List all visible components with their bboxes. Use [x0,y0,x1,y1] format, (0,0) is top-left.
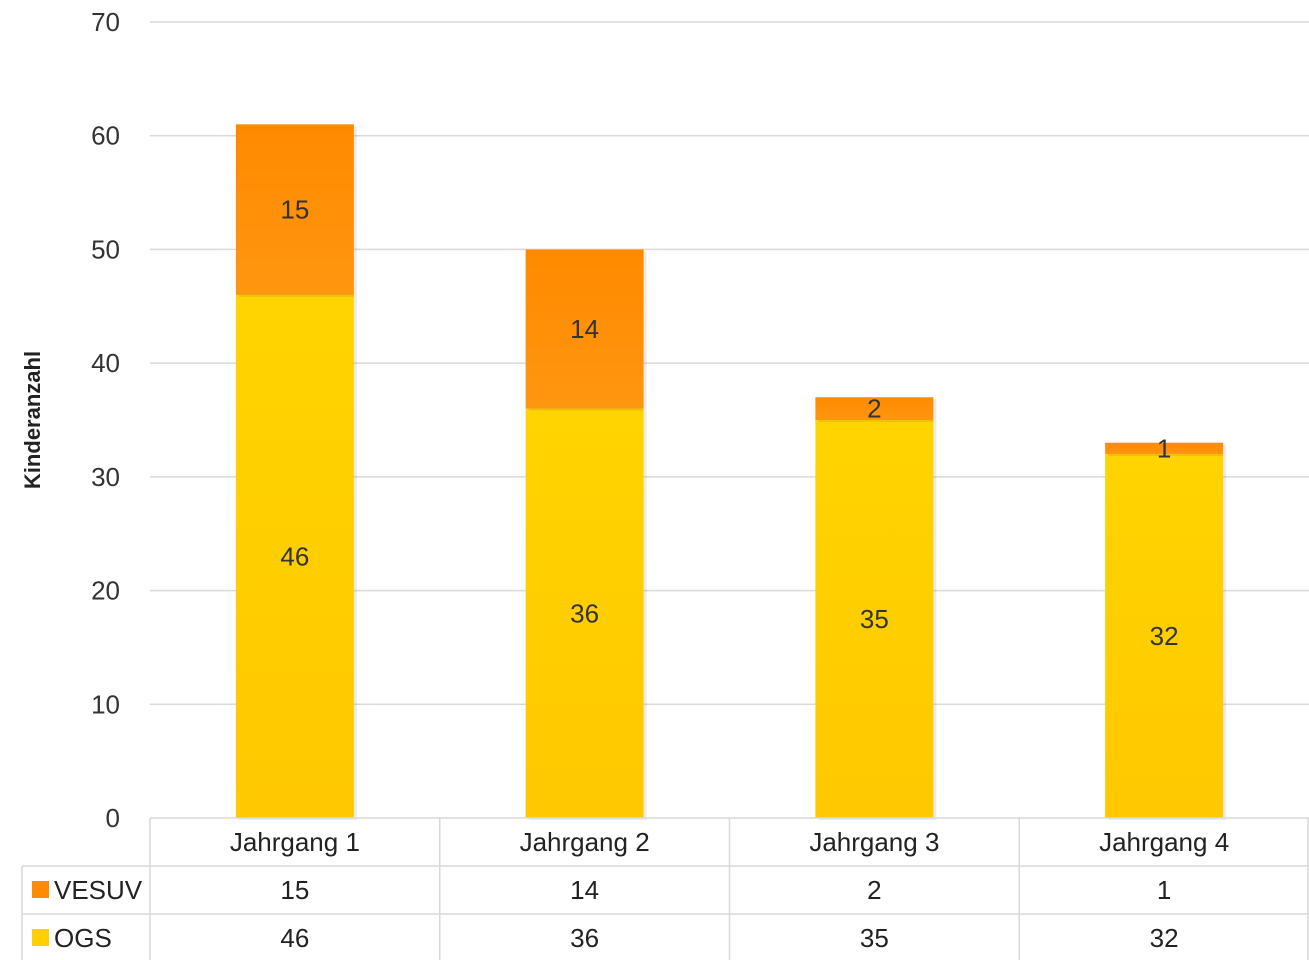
y-tick-label: 40 [91,348,120,378]
table-cell: 2 [867,875,881,905]
data-label-vesuv: 15 [280,195,309,225]
table-cell: 14 [570,875,599,905]
legend-swatch-ogs [32,929,49,946]
y-tick-label: 10 [91,689,120,719]
table-cell: 35 [860,923,889,953]
bar-segment-vesuv [815,397,934,420]
y-axis-label: Kinderanzahl [20,351,45,489]
data-table: Jahrgang 1 Jahrgang 2 Jahrgang 3 Jahrgang 4… [21,817,1309,960]
y-tick-label: 0 [106,803,120,833]
x-category-label: Jahrgang 4 [1099,827,1229,857]
table-cell: 15 [280,875,309,905]
bar-segment-ogs [815,420,934,818]
y-tick-label: 20 [91,576,120,606]
bar-segment-vesuv [1105,442,1224,455]
bar-segment-vesuv [235,124,354,295]
table-cell: 36 [570,923,599,953]
bar-segment-ogs [525,408,644,818]
y-tick-label: 30 [91,462,120,492]
data-label-ogs: 35 [860,604,889,634]
data-label-ogs: 32 [1150,621,1179,651]
x-category-label: Jahrgang 3 [809,827,939,857]
y-tick-label: 70 [91,7,120,37]
table-cell: 32 [1150,923,1179,953]
bars [235,124,1227,820]
data-label-vesuv: 2 [867,394,881,424]
bar-segment-ogs [1105,454,1224,818]
legend-swatch-vesuv [32,881,49,898]
data-label-vesuv: 1 [1157,433,1171,463]
legend-label-ogs: OGS [54,923,112,953]
y-axis-ticks: 0 10 20 30 40 50 60 70 [91,7,120,833]
x-category-label: Jahrgang 1 [230,827,360,857]
bar-segment-ogs [235,294,354,818]
y-tick-label: 60 [91,121,120,151]
data-label-ogs: 36 [570,598,599,628]
x-category-label: Jahrgang 2 [520,827,650,857]
data-label-ogs: 46 [280,541,309,571]
data-labels: 46 15 36 14 35 2 32 1 [280,195,1178,651]
data-label-vesuv: 14 [570,314,599,344]
bar-segment-vesuv [525,249,644,409]
y-tick-label: 50 [91,234,120,264]
legend-label-vesuv: VESUV [54,875,143,905]
table-cell: 1 [1157,875,1171,905]
table-cell: 46 [280,923,309,953]
